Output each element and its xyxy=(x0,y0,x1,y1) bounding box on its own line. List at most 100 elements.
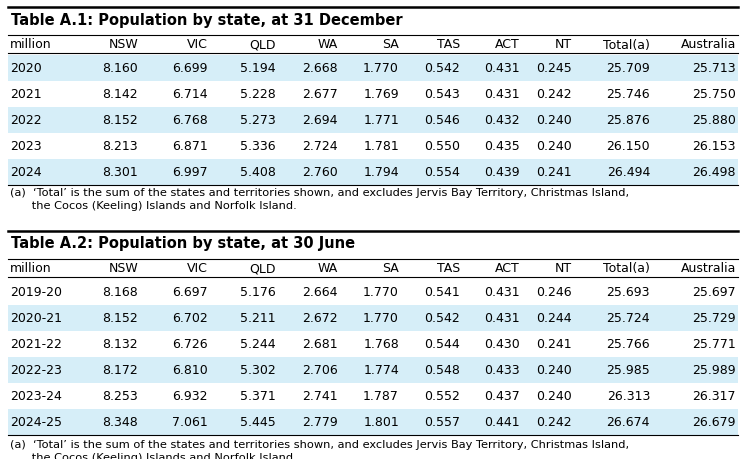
Text: 2021-22: 2021-22 xyxy=(10,338,62,351)
Text: million: million xyxy=(10,39,51,51)
Text: 6.702: 6.702 xyxy=(172,312,208,325)
Text: NT: NT xyxy=(555,39,572,51)
Text: 8.348: 8.348 xyxy=(102,415,138,429)
Text: 1.770: 1.770 xyxy=(363,286,399,299)
Text: 0.437: 0.437 xyxy=(484,390,520,403)
Text: SA: SA xyxy=(382,39,399,51)
Text: (a)  ‘Total’ is the sum of the states and territories shown, and excludes Jervis: (a) ‘Total’ is the sum of the states and… xyxy=(10,439,629,449)
Text: 2023-24: 2023-24 xyxy=(10,390,62,403)
Text: NSW: NSW xyxy=(108,262,138,275)
Text: 25.693: 25.693 xyxy=(606,286,650,299)
Text: 6.726: 6.726 xyxy=(172,338,208,351)
Text: 2020-21: 2020-21 xyxy=(10,312,62,325)
Text: 6.697: 6.697 xyxy=(172,286,208,299)
Text: Australia: Australia xyxy=(680,262,736,275)
Text: 8.172: 8.172 xyxy=(102,364,138,377)
Text: 6.714: 6.714 xyxy=(172,88,208,101)
Text: VIC: VIC xyxy=(187,39,208,51)
Text: 0.240: 0.240 xyxy=(536,390,572,403)
Text: 25.697: 25.697 xyxy=(692,286,736,299)
Text: 0.441: 0.441 xyxy=(484,415,520,429)
Text: 0.241: 0.241 xyxy=(536,166,572,179)
Text: 0.431: 0.431 xyxy=(484,286,520,299)
Text: 25.709: 25.709 xyxy=(606,62,650,75)
Text: 0.242: 0.242 xyxy=(536,88,572,101)
Text: 5.445: 5.445 xyxy=(240,415,276,429)
Text: 5.371: 5.371 xyxy=(240,390,276,403)
Text: 1.801: 1.801 xyxy=(363,415,399,429)
Text: Table A.2: Population by state, at 30 June: Table A.2: Population by state, at 30 Ju… xyxy=(11,236,355,251)
Text: 8.213: 8.213 xyxy=(102,140,138,153)
Text: 6.997: 6.997 xyxy=(172,166,208,179)
Text: ACT: ACT xyxy=(495,39,520,51)
Text: 2022-23: 2022-23 xyxy=(10,364,62,377)
Text: 2.694: 2.694 xyxy=(302,114,338,127)
Text: QLD: QLD xyxy=(249,39,276,51)
Text: 0.246: 0.246 xyxy=(536,286,572,299)
Text: 25.985: 25.985 xyxy=(606,364,650,377)
Text: 2.760: 2.760 xyxy=(302,166,338,179)
Text: 5.408: 5.408 xyxy=(240,166,276,179)
Text: 2.677: 2.677 xyxy=(302,88,338,101)
Text: QLD: QLD xyxy=(249,262,276,275)
Text: 2.664: 2.664 xyxy=(302,286,338,299)
Text: 0.433: 0.433 xyxy=(484,364,520,377)
Text: 0.554: 0.554 xyxy=(424,166,460,179)
Text: 25.771: 25.771 xyxy=(692,338,736,351)
Text: 1.768: 1.768 xyxy=(363,338,399,351)
Text: 26.150: 26.150 xyxy=(606,140,650,153)
Text: 0.431: 0.431 xyxy=(484,312,520,325)
Text: 8.168: 8.168 xyxy=(102,286,138,299)
Text: 25.876: 25.876 xyxy=(606,114,650,127)
Text: 0.245: 0.245 xyxy=(536,62,572,75)
Bar xyxy=(8,305,738,331)
Text: 2023: 2023 xyxy=(10,140,42,153)
Text: 0.432: 0.432 xyxy=(484,114,520,127)
Text: 2022: 2022 xyxy=(10,114,42,127)
Text: 5.194: 5.194 xyxy=(240,62,276,75)
Text: 26.679: 26.679 xyxy=(692,415,736,429)
Text: 1.770: 1.770 xyxy=(363,312,399,325)
Text: 1.770: 1.770 xyxy=(363,62,399,75)
Text: 25.746: 25.746 xyxy=(606,88,650,101)
Text: 0.550: 0.550 xyxy=(424,140,460,153)
Text: 26.498: 26.498 xyxy=(692,166,736,179)
Text: 1.794: 1.794 xyxy=(363,166,399,179)
Text: 2021: 2021 xyxy=(10,88,42,101)
Text: 2.681: 2.681 xyxy=(302,338,338,351)
Text: 0.546: 0.546 xyxy=(424,114,460,127)
Text: 7.061: 7.061 xyxy=(172,415,208,429)
Bar xyxy=(8,231,738,256)
Text: WA: WA xyxy=(318,262,338,275)
Text: 0.552: 0.552 xyxy=(424,390,460,403)
Text: (a)  ‘Total’ is the sum of the states and territories shown, and excludes Jervis: (a) ‘Total’ is the sum of the states and… xyxy=(10,188,629,197)
Text: 26.494: 26.494 xyxy=(606,166,650,179)
Text: 0.544: 0.544 xyxy=(424,338,460,351)
Text: 6.810: 6.810 xyxy=(172,364,208,377)
Bar xyxy=(8,8,738,32)
Text: 5.176: 5.176 xyxy=(240,286,276,299)
Text: 2.724: 2.724 xyxy=(302,140,338,153)
Text: 25.729: 25.729 xyxy=(692,312,736,325)
Bar xyxy=(8,357,738,383)
Text: 25.989: 25.989 xyxy=(692,364,736,377)
Text: Australia: Australia xyxy=(680,39,736,51)
Text: 8.301: 8.301 xyxy=(102,166,138,179)
Text: 0.244: 0.244 xyxy=(536,312,572,325)
Text: 5.336: 5.336 xyxy=(240,140,276,153)
Text: 5.211: 5.211 xyxy=(240,312,276,325)
Text: 2.672: 2.672 xyxy=(302,312,338,325)
Text: 26.313: 26.313 xyxy=(606,390,650,403)
Text: 6.768: 6.768 xyxy=(172,114,208,127)
Bar xyxy=(8,160,738,185)
Text: 0.543: 0.543 xyxy=(424,88,460,101)
Text: WA: WA xyxy=(318,39,338,51)
Text: 0.240: 0.240 xyxy=(536,140,572,153)
Text: Table A.1: Population by state, at 31 December: Table A.1: Population by state, at 31 De… xyxy=(11,12,403,28)
Text: 0.557: 0.557 xyxy=(424,415,460,429)
Text: 1.769: 1.769 xyxy=(363,88,399,101)
Text: NSW: NSW xyxy=(108,39,138,51)
Text: 26.153: 26.153 xyxy=(692,140,736,153)
Text: the Cocos (Keeling) Islands and Norfolk Island.: the Cocos (Keeling) Islands and Norfolk … xyxy=(10,200,297,210)
Text: 0.439: 0.439 xyxy=(484,166,520,179)
